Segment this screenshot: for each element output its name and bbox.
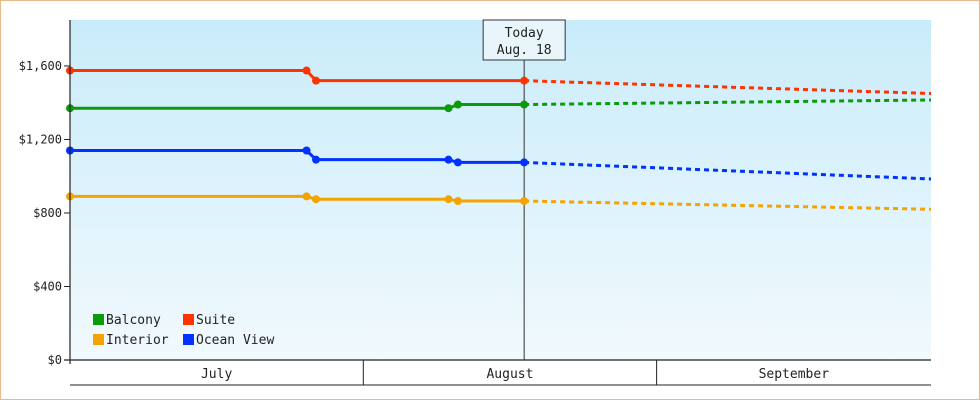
series-line-ocean-view: [70, 148, 525, 164]
series-line-suite: [70, 69, 525, 83]
legend-label-interior: Interior: [106, 333, 169, 348]
data-point: [520, 76, 529, 85]
month-label: July: [201, 367, 232, 382]
legend-swatch-interior: [93, 334, 104, 345]
series-line-interior: [70, 194, 525, 203]
y-tick-label: $1,600: [19, 59, 62, 73]
legend-swatch-ocean-view: [183, 334, 194, 345]
legend-label-balcony: Balcony: [106, 313, 161, 328]
today-label: Today: [505, 26, 544, 41]
month-label: August: [486, 367, 533, 382]
y-tick-label: $400: [33, 279, 62, 293]
data-point: [302, 146, 311, 155]
legend-swatch-suite: [183, 314, 194, 325]
series-ocean-view: [66, 146, 932, 181]
data-point: [302, 66, 311, 75]
data-point: [520, 158, 529, 167]
data-point: [312, 155, 320, 164]
legend-swatch-balcony: [93, 314, 104, 325]
y-tick-label: $1,200: [19, 132, 62, 146]
month-label: September: [759, 367, 830, 382]
forecast-line-ocean-view: [524, 160, 932, 181]
forecast-line-balcony: [524, 98, 932, 107]
data-point: [444, 104, 453, 113]
series-balcony: [66, 98, 932, 113]
y-tick-label: $0: [48, 353, 62, 367]
legend-label-suite: Suite: [196, 313, 235, 328]
series-line-balcony: [70, 103, 525, 110]
data-point: [453, 158, 462, 167]
forecast-line-interior: [524, 199, 932, 211]
data-point: [444, 195, 453, 204]
y-tick-label: $800: [33, 206, 62, 220]
series-suite: [66, 66, 932, 96]
data-point: [444, 155, 453, 164]
data-point: [520, 100, 529, 109]
plot-area: [70, 20, 931, 360]
data-point: [453, 100, 462, 109]
data-point: [520, 197, 529, 206]
data-point: [302, 192, 311, 201]
data-point: [312, 195, 320, 204]
data-point: [453, 197, 462, 206]
today-box: [482, 19, 566, 61]
legend-label-ocean-view: Ocean View: [196, 333, 274, 348]
today-date: Aug. 18: [497, 43, 552, 58]
forecast-line-suite: [524, 79, 932, 96]
data-point: [312, 76, 320, 85]
